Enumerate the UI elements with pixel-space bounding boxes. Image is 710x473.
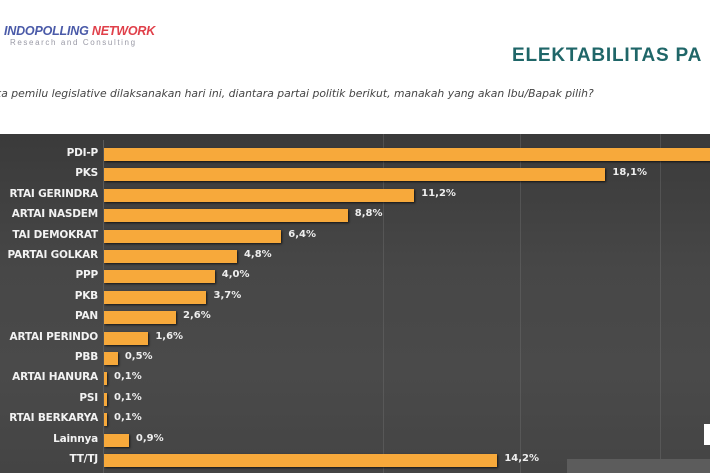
bar: [104, 311, 177, 325]
category-label: TT/TJ: [69, 453, 99, 465]
value-label: 3,7%: [213, 289, 242, 301]
slide-title: ELEKTABILITAS PA: [512, 45, 703, 66]
category-label: PSI: [79, 391, 98, 404]
bar-row: TAI DEMOKRAT 6,4%: [0, 226, 710, 247]
bar: [104, 148, 710, 161]
gridline: [520, 134, 521, 473]
value-label: 8,8%: [354, 208, 383, 220]
category-label: PDI-P: [66, 147, 99, 159]
logo-wordmark: INDOPOLLING NETWORK: [4, 25, 155, 38]
bar: [104, 229, 282, 243]
value-label: 0,1%: [114, 412, 142, 424]
value-label: 14,2%: [504, 453, 540, 464]
bar: [104, 372, 107, 386]
value-label: 1,6%: [155, 330, 184, 342]
indopolling-logo: INDOPOLLING NETWORK Research and Consult…: [4, 25, 155, 48]
category-label: ARTAI NASDEM: [11, 208, 98, 221]
bar-row: ARTAI NASDEM 8,8%: [0, 205, 710, 226]
bar: [104, 331, 149, 345]
value-label: 0,1%: [114, 371, 142, 383]
bar-row: PBB 0,5%: [0, 348, 710, 369]
bar: [104, 392, 107, 406]
bar-row: Lainnya 0,9%: [0, 430, 710, 451]
bar: [104, 270, 215, 284]
category-label: PKB: [74, 289, 98, 302]
gridline: [383, 134, 384, 473]
category-label: PAN: [74, 310, 98, 323]
bar-chart-panel: PDI-P PKS 18,1% RTAI GERINDRA 11,2% ARTAI NAS…: [0, 134, 710, 473]
bar: [104, 352, 118, 365]
value-label: 0,9%: [135, 432, 164, 444]
bar-row: TT/TJ 14,2%: [0, 450, 710, 471]
bar-row: ARTAI PERINDO 1,6%: [0, 328, 710, 349]
bar-row: PKB 3,7%: [0, 287, 710, 308]
category-label: PKS: [75, 167, 98, 180]
bar-row: PPP 4,0%: [0, 266, 710, 287]
gridline: [660, 134, 661, 473]
edge-element: [704, 424, 710, 445]
survey-question: ika pemilu legislative dilaksanakan hari…: [0, 87, 710, 100]
value-label: 4,0%: [221, 269, 250, 281]
category-label: PARTAI GOLKAR: [7, 249, 99, 261]
bar: [104, 433, 129, 447]
category-axis: [103, 140, 104, 473]
bar-row: ARTAI HANURA 0,1%: [0, 368, 710, 389]
bar-row: PARTAI GOLKAR 4,8%: [0, 246, 710, 267]
bar-row: PDI-P: [0, 144, 710, 165]
value-label: 0,1%: [114, 391, 142, 403]
bar-row: PKS 18,1%: [0, 164, 710, 185]
value-label: 11,2%: [421, 187, 456, 199]
logo-tagline: Research and Consulting: [10, 38, 137, 47]
question-text: ika pemilu legislative dilaksanakan hari…: [0, 87, 594, 100]
bar-row: PAN 2,6%: [0, 307, 710, 328]
bar-row: PSI 0,1%: [0, 389, 710, 410]
category-label: RTAI BERKARYA: [9, 412, 98, 425]
category-label: TAI DEMOKRAT: [12, 228, 98, 241]
value-label: 4,8%: [243, 249, 272, 260]
category-label: PBB: [74, 351, 98, 363]
bar: [104, 250, 237, 263]
value-label: 2,6%: [183, 310, 211, 322]
bar: [104, 188, 415, 202]
value-label: 6,4%: [288, 228, 316, 240]
bar: [104, 209, 348, 223]
category-label: Lainnya: [53, 432, 98, 445]
logo-part2: NETWORK: [91, 24, 156, 38]
category-label: ARTAI HANURA: [12, 371, 98, 384]
category-label: RTAI GERINDRA: [9, 187, 98, 200]
bar: [104, 454, 498, 467]
logo-part1: INDOPOLLING: [4, 24, 89, 38]
category-label: ARTAI PERINDO: [9, 330, 99, 343]
bar: [104, 413, 107, 427]
value-label: 0,5%: [124, 351, 153, 362]
value-label: 18,1%: [612, 167, 648, 179]
category-label: PPP: [75, 269, 99, 282]
bar: [104, 168, 606, 182]
bar-row: RTAI GERINDRA 11,2%: [0, 185, 710, 206]
bar: [104, 290, 207, 304]
bar-row: RTAI BERKARYA 0,1%: [0, 409, 710, 430]
bottom-overlay-panel: [567, 459, 710, 473]
